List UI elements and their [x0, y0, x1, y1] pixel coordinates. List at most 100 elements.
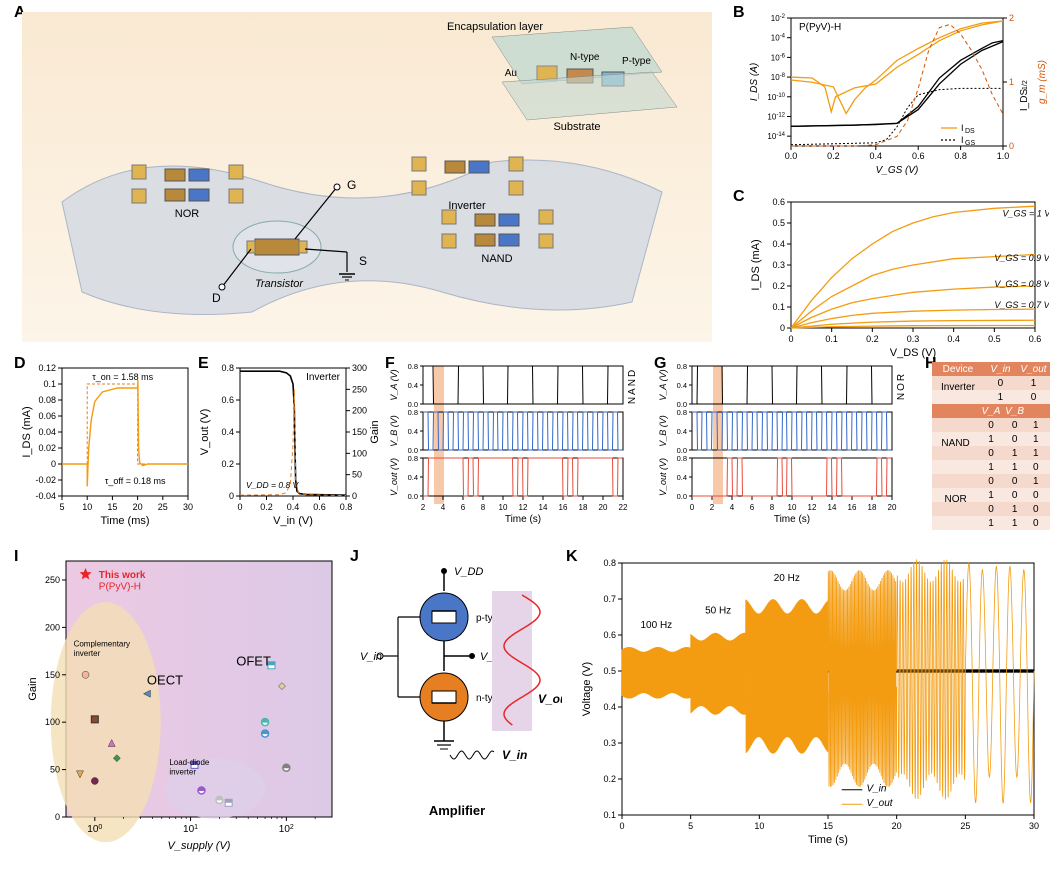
svg-text:0.1: 0.1 [43, 379, 56, 389]
svg-text:10: 10 [82, 502, 92, 512]
svg-text:0: 0 [988, 420, 994, 431]
svg-text:0: 0 [51, 459, 56, 469]
svg-text:0: 0 [1033, 518, 1039, 529]
svg-text:0: 0 [998, 378, 1004, 389]
svg-text:150: 150 [352, 427, 367, 437]
svg-text:1: 1 [998, 392, 1004, 403]
svg-text:OECT: OECT [147, 672, 183, 687]
svg-text:25: 25 [960, 821, 970, 831]
svg-text:0.12: 0.12 [38, 363, 56, 373]
svg-text:0: 0 [690, 503, 695, 512]
svg-text:Device: Device [943, 364, 974, 375]
svg-text:0: 0 [1012, 476, 1018, 487]
svg-text:inverter: inverter [74, 649, 101, 658]
svg-text:200: 200 [45, 622, 60, 632]
svg-text:g_m (mS): g_m (mS) [1037, 60, 1048, 104]
svg-text:V_B (V): V_B (V) [658, 415, 668, 447]
svg-text:6: 6 [461, 503, 466, 512]
svg-text:0.8: 0.8 [340, 502, 353, 512]
panel-h-table: DeviceV_inV_out0110InverterV_AV_B0011010… [932, 362, 1050, 534]
svg-text:V_supply (V): V_supply (V) [168, 840, 231, 852]
svg-text:0: 0 [988, 504, 994, 515]
svg-text:15: 15 [823, 821, 833, 831]
svg-text:P(PyV)-H: P(PyV)-H [799, 22, 841, 33]
svg-text:0.02: 0.02 [38, 443, 56, 453]
svg-text:I_DS: I_DS [1019, 89, 1030, 112]
svg-text:D: D [212, 291, 221, 305]
svg-text:0: 0 [1033, 504, 1039, 515]
svg-text:1/2: 1/2 [1022, 80, 1029, 90]
svg-text:NAND: NAND [481, 253, 512, 265]
svg-text:150: 150 [45, 670, 60, 680]
svg-text:1: 1 [1012, 462, 1018, 473]
svg-text:0.4: 0.4 [772, 239, 785, 249]
svg-text:I: I [961, 123, 964, 133]
svg-text:10: 10 [788, 503, 797, 512]
svg-text:0.6: 0.6 [221, 395, 234, 405]
svg-text:10-6: 10-6 [771, 53, 786, 62]
svg-text:4: 4 [730, 503, 735, 512]
svg-text:0.8: 0.8 [603, 558, 616, 568]
svg-text:1: 1 [1012, 518, 1018, 529]
svg-text:0: 0 [1012, 490, 1018, 501]
svg-text:1: 1 [988, 462, 994, 473]
svg-text:I_DS (mA): I_DS (mA) [21, 406, 33, 457]
svg-text:V_GS (V): V_GS (V) [876, 165, 919, 176]
svg-text:V_out: V_out [866, 798, 893, 809]
svg-text:0: 0 [780, 323, 785, 333]
svg-text:V_out: V_out [538, 692, 562, 706]
svg-text:S: S [359, 254, 367, 268]
svg-text:V_out (V): V_out (V) [389, 458, 399, 496]
svg-text:Inverter: Inverter [941, 382, 976, 393]
svg-text:0.4: 0.4 [677, 381, 687, 390]
svg-text:0.2: 0.2 [827, 151, 840, 161]
svg-text:1: 1 [1033, 434, 1039, 445]
svg-text:1: 1 [1033, 420, 1039, 431]
svg-text:0.3: 0.3 [772, 260, 785, 270]
svg-text:0.4: 0.4 [408, 473, 418, 482]
svg-text:0.08: 0.08 [38, 395, 56, 405]
svg-text:V_GS = 0.7 V: V_GS = 0.7 V [994, 300, 1049, 310]
svg-text:Time (ms): Time (ms) [100, 515, 149, 527]
svg-text:0: 0 [352, 491, 357, 501]
svg-text:100 Hz: 100 Hz [640, 620, 672, 631]
svg-text:DS: DS [965, 128, 975, 135]
svg-text:0: 0 [1009, 141, 1014, 151]
svg-text:V_in: V_in [502, 748, 527, 762]
svg-text:N-type: N-type [570, 52, 600, 63]
svg-text:16: 16 [559, 503, 568, 512]
svg-text:25: 25 [158, 502, 168, 512]
svg-text:Transistor: Transistor [255, 278, 304, 290]
svg-text:10-2: 10-2 [771, 14, 786, 23]
svg-text:0.6: 0.6 [772, 197, 785, 207]
svg-text:0.2: 0.2 [603, 774, 616, 784]
svg-text:V_GS = 0.8 V: V_GS = 0.8 V [994, 279, 1049, 289]
svg-text:1: 1 [988, 518, 994, 529]
svg-text:V_DD: V_DD [454, 566, 483, 578]
svg-text:0: 0 [1033, 462, 1039, 473]
svg-text:0.8: 0.8 [677, 362, 687, 371]
svg-text:0.04: 0.04 [38, 427, 56, 437]
svg-text:Gain: Gain [369, 420, 380, 443]
svg-text:5: 5 [688, 821, 693, 831]
svg-text:NOR: NOR [175, 208, 200, 220]
svg-text:20: 20 [133, 502, 143, 512]
svg-text:100: 100 [352, 448, 367, 458]
svg-text:1: 1 [1033, 448, 1039, 459]
svg-text:1: 1 [1009, 77, 1014, 87]
svg-text:0.0: 0.0 [785, 151, 798, 161]
svg-text:0.1: 0.1 [603, 810, 616, 820]
svg-text:20 Hz: 20 Hz [774, 573, 800, 584]
svg-text:0.5: 0.5 [772, 218, 785, 228]
svg-text:Amplifier: Amplifier [429, 803, 485, 818]
svg-text:V_out (V): V_out (V) [658, 458, 668, 496]
svg-text:I_DS (A): I_DS (A) [749, 63, 760, 101]
svg-text:50: 50 [50, 765, 60, 775]
svg-text:0: 0 [237, 502, 242, 512]
svg-text:0.4: 0.4 [947, 334, 960, 344]
svg-text:0.4: 0.4 [677, 473, 687, 482]
svg-text:10: 10 [754, 821, 764, 831]
svg-text:8: 8 [481, 503, 486, 512]
svg-text:0.6: 0.6 [313, 502, 326, 512]
svg-text:V_A (V): V_A (V) [658, 369, 668, 400]
